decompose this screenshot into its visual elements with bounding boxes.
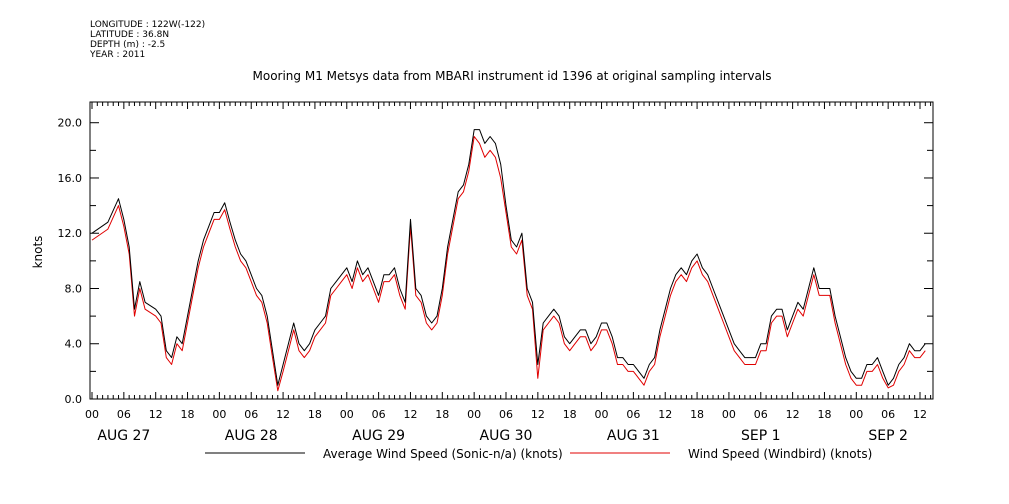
x-tick-label: 18 — [690, 408, 704, 421]
legend: Average Wind Speed (Sonic-n/a) (knots) W… — [205, 447, 872, 461]
legend-label-windbird: Wind Speed (Windbird) (knots) — [688, 447, 872, 461]
x-tick-label: 12 — [276, 408, 290, 421]
chart-title: Mooring M1 Metsys data from MBARI instru… — [253, 69, 772, 83]
x-tick-label: 00 — [212, 408, 226, 421]
y-axis-label: knots — [31, 236, 45, 269]
x-tick-label: 12 — [403, 408, 417, 421]
x-tick-label: 12 — [913, 408, 927, 421]
year-line: YEAR : 2011 — [90, 50, 146, 60]
x-day-label: AUG 27 — [97, 428, 150, 444]
x-tick-label: 00 — [595, 408, 609, 421]
x-tick-label: 18 — [563, 408, 577, 421]
x-tick-label: 06 — [244, 408, 258, 421]
y-tick-label: 12.0 — [58, 227, 83, 240]
x-day-label: SEP 1 — [741, 428, 781, 444]
series-layer — [91, 129, 926, 392]
x-day-label: AUG 31 — [607, 428, 660, 444]
x-tick-label: 00 — [340, 408, 354, 421]
x-tick-label: 18 — [308, 408, 322, 421]
x-day-label: AUG 28 — [225, 428, 278, 444]
x-day-label: AUG 30 — [480, 428, 533, 444]
axes-layer: 00 06 12 18 00 06 12 18 00 06 12 18 00 06 12 18 00 06 12 18… — [58, 102, 933, 444]
y-tick-label: 4.0 — [65, 338, 83, 351]
y-tick-label: 8.0 — [65, 282, 83, 295]
x-tick-label: 00 — [722, 408, 736, 421]
legend-label-average-wind: Average Wind Speed (Sonic-n/a) (knots) — [323, 447, 563, 461]
latitude-line: LATITUDE : 36.8N — [90, 30, 170, 40]
series-line-average-wind — [91, 129, 926, 386]
x-tick-label: 06 — [626, 408, 640, 421]
depth-line: DEPTH (m) : -2.5 — [90, 40, 166, 50]
longitude-line: LONGITUDE : 122W(-122) — [90, 20, 206, 30]
x-tick-label: 06 — [117, 408, 131, 421]
x-tick-label: 06 — [881, 408, 895, 421]
y-tick-label: 0.0 — [65, 393, 83, 406]
x-tick-label: 12 — [149, 408, 163, 421]
x-day-label: AUG 29 — [352, 428, 405, 444]
x-tick-label: 00 — [467, 408, 481, 421]
x-tick-label: 12 — [658, 408, 672, 421]
series-line-windbird — [91, 136, 926, 392]
x-tick-label: 00 — [85, 408, 99, 421]
x-tick-label: 12 — [786, 408, 800, 421]
x-tick-label: 18 — [817, 408, 831, 421]
x-tick-label: 00 — [849, 408, 863, 421]
x-tick-label: 18 — [181, 408, 195, 421]
x-day-label: SEP 2 — [868, 428, 908, 444]
metadata-block: LONGITUDE : 122W(-122) LATITUDE : 36.8N … — [90, 20, 205, 60]
plot-area — [89, 101, 934, 400]
x-tick-label: 06 — [499, 408, 513, 421]
x-tick-label: 06 — [372, 408, 386, 421]
x-tick-label: 06 — [754, 408, 768, 421]
y-tick-label: 20.0 — [58, 117, 83, 130]
x-tick-label: 18 — [435, 408, 449, 421]
y-tick-label: 16.0 — [58, 172, 83, 185]
x-tick-label: 12 — [531, 408, 545, 421]
